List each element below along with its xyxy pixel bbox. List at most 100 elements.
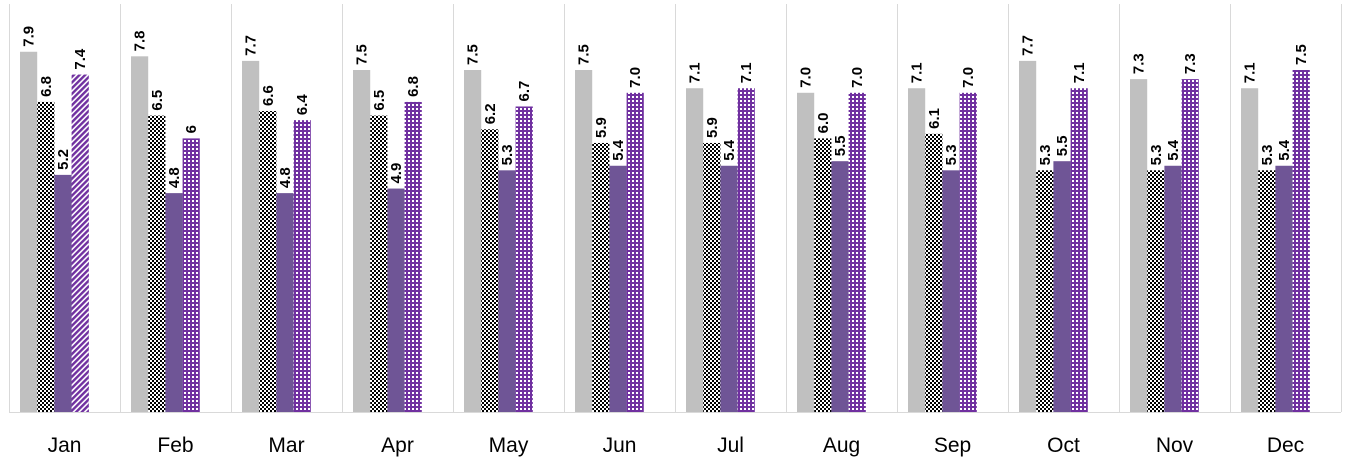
bar-series-3 bbox=[54, 174, 72, 412]
data-label: 5.4 bbox=[610, 139, 627, 161]
data-label: 7.0 bbox=[849, 67, 866, 88]
bar-series-2 bbox=[259, 111, 277, 412]
x-tick-label: Sep bbox=[934, 434, 971, 457]
bar-series-3 bbox=[609, 165, 627, 412]
bar-series-4 bbox=[1070, 88, 1088, 413]
data-label: 7.1 bbox=[1242, 62, 1259, 83]
bar-series-1 bbox=[575, 70, 593, 412]
bar-series-4 bbox=[404, 101, 422, 413]
x-tick-label: Feb bbox=[157, 434, 193, 457]
data-label: 7.3 bbox=[1182, 53, 1199, 74]
bar-series-2 bbox=[481, 129, 499, 412]
bar-series-1 bbox=[686, 88, 704, 413]
data-label: 6.7 bbox=[516, 81, 533, 102]
bar-series-3 bbox=[720, 165, 738, 412]
data-label: 7.8 bbox=[132, 30, 149, 51]
bar-series-2 bbox=[703, 142, 721, 412]
bar-series-3 bbox=[1053, 161, 1071, 412]
data-label: 7.9 bbox=[21, 26, 38, 47]
data-label: 7.0 bbox=[627, 67, 644, 88]
x-tick-label: May bbox=[489, 434, 529, 457]
data-label: 5.3 bbox=[1148, 144, 1165, 165]
data-label: 4.8 bbox=[277, 167, 294, 188]
data-label: 7.0 bbox=[960, 67, 977, 88]
data-label: 5.4 bbox=[1276, 139, 1293, 161]
data-label: 5.2 bbox=[55, 149, 72, 170]
x-tick-label: Nov bbox=[1156, 434, 1194, 457]
bar-series-4 bbox=[737, 88, 755, 413]
plot-area: Jan7.96.85.25.67.4Feb7.86.54.86Mar7.76.6… bbox=[9, 4, 1342, 457]
data-label: 5.9 bbox=[593, 117, 610, 138]
data-label: 7.7 bbox=[1020, 35, 1037, 56]
data-label: 7.1 bbox=[909, 62, 926, 83]
data-label: 6.6 bbox=[260, 85, 277, 106]
bar-series-1 bbox=[242, 60, 260, 412]
bar-series-1 bbox=[353, 70, 371, 412]
bar-series-4 bbox=[626, 92, 644, 413]
bar-series-1 bbox=[131, 56, 149, 412]
data-label: 4.8 bbox=[166, 167, 183, 188]
x-tick-label: Oct bbox=[1047, 434, 1080, 457]
bar-series-3 bbox=[1275, 165, 1293, 412]
bar-series-3 bbox=[942, 170, 960, 412]
bar-series-2 bbox=[1036, 170, 1054, 412]
data-label: 7.5 bbox=[1293, 44, 1310, 65]
data-label: 7.5 bbox=[354, 44, 371, 65]
bar-series-3 bbox=[498, 170, 516, 412]
bar-series-2 bbox=[925, 133, 943, 412]
data-label: 6.8 bbox=[38, 76, 55, 97]
bar-series-3 bbox=[276, 193, 294, 412]
data-label: 7.0 bbox=[798, 67, 815, 88]
x-tick-label: Aug bbox=[823, 434, 860, 457]
data-label: 7.5 bbox=[576, 44, 593, 65]
data-label: 5.4 bbox=[1165, 139, 1182, 161]
data-label: 6.2 bbox=[482, 103, 499, 124]
data-label: 5.9 bbox=[704, 117, 721, 138]
bar-series-2 bbox=[814, 138, 832, 412]
bar-series-4 bbox=[182, 138, 200, 412]
data-label: 5.3 bbox=[499, 144, 516, 165]
bar-series-4 bbox=[515, 106, 533, 412]
bar-series-2 bbox=[592, 142, 610, 412]
bar-series-1 bbox=[1019, 60, 1037, 412]
bar-series-1 bbox=[908, 88, 926, 413]
bar-series-2 bbox=[37, 101, 55, 413]
x-tick-label: Jul bbox=[717, 434, 744, 457]
bar-series-2 bbox=[148, 115, 166, 412]
bar-series-2 bbox=[1258, 170, 1276, 412]
x-tick-label: Apr bbox=[381, 434, 414, 457]
data-label: 5.3 bbox=[1037, 144, 1054, 165]
data-label: 6.5 bbox=[371, 90, 388, 111]
bar-series-3 bbox=[831, 161, 849, 412]
data-label: 6.5 bbox=[149, 90, 166, 111]
data-label: 7.7 bbox=[243, 35, 260, 56]
data-label: 7.3 bbox=[1131, 53, 1148, 74]
bar-series-2 bbox=[370, 115, 388, 412]
data-label: 7.1 bbox=[738, 62, 755, 83]
x-tick-label: Mar bbox=[268, 434, 304, 457]
data-label: 5.3 bbox=[1259, 144, 1276, 165]
bar-series-4 bbox=[848, 92, 866, 413]
data-label: 4.9 bbox=[388, 163, 405, 184]
bar-series-2 bbox=[1147, 170, 1165, 412]
x-tick-label: Dec bbox=[1267, 434, 1304, 457]
bar-series-1 bbox=[797, 92, 815, 413]
x-tick-label: Jan bbox=[48, 434, 82, 457]
data-label: 6.4 bbox=[294, 94, 311, 116]
data-label: 7.4 bbox=[72, 48, 89, 70]
bar-series-1 bbox=[20, 51, 38, 412]
bar-series-1 bbox=[1130, 79, 1148, 413]
data-label: 6 bbox=[183, 125, 200, 133]
bar-series-1 bbox=[464, 70, 482, 412]
bar-series-3 bbox=[165, 193, 183, 412]
data-label: 6.1 bbox=[926, 108, 943, 129]
bar-series-4 bbox=[959, 92, 977, 413]
data-label: 5.3 bbox=[943, 144, 960, 165]
bar-series-4 bbox=[293, 120, 311, 412]
data-label: 7.5 bbox=[465, 44, 482, 65]
data-label: 7.1 bbox=[1071, 62, 1088, 83]
data-label: 5.4 bbox=[721, 139, 738, 161]
data-label: 6.8 bbox=[405, 76, 422, 97]
bar-series-3 bbox=[387, 188, 405, 412]
data-label: 6.0 bbox=[815, 113, 832, 134]
